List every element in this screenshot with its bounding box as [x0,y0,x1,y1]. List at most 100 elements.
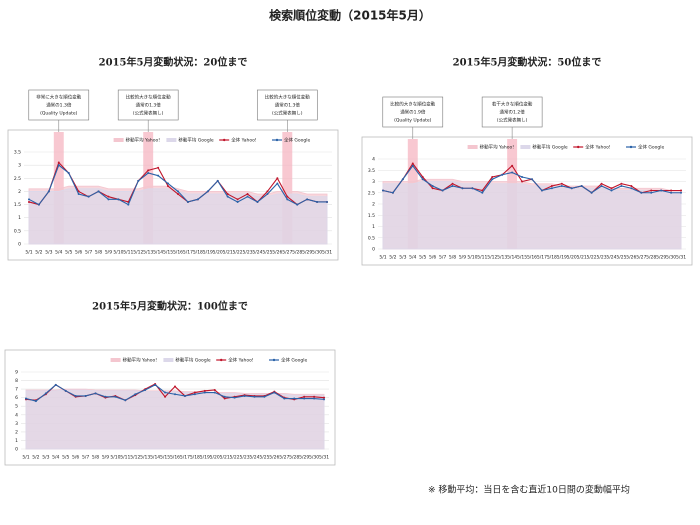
series-point [391,191,394,194]
x-tick-label: 5/2 [35,250,42,256]
series-point [223,395,226,398]
x-tick-label: 5/20 [210,455,220,461]
series-point [164,391,167,394]
series-point [94,392,97,395]
x-tick-label: 5/28 [289,455,299,461]
moving-average-area [382,181,682,250]
series-point [313,395,316,398]
x-tick-label: 5/23 [239,455,249,461]
legend-swatch [275,138,279,142]
legend-label: 全体 Google [284,137,311,144]
series-point [174,385,176,388]
series-point [107,195,110,198]
series-point [236,200,239,203]
x-tick-label: 5/5 [65,250,72,256]
x-tick-label: 5/25 [259,455,269,461]
legend-swatch [520,145,531,149]
series-point [157,166,160,169]
x-tick-label: 5/19 [557,255,567,261]
series-point [177,193,179,196]
series-point [226,193,229,196]
series-point [203,391,206,394]
series-point [610,189,613,192]
series-point [303,397,306,400]
series-point [511,171,514,174]
x-tick-label: 5/13 [140,455,150,461]
x-tick-label: 5/13 [497,255,507,261]
series-point [213,391,216,394]
series-point [233,396,236,399]
series-point [164,395,167,398]
x-tick-label: 5/1 [379,255,386,261]
legend-label: 移動平均 Google [175,357,211,364]
y-tick-label: 4 [15,412,18,418]
legend-label: 全体 Google [638,144,665,151]
y-tick-label: 2 [372,202,375,208]
x-tick-label: 5/9 [102,455,109,461]
x-tick-label: 5/22 [230,455,240,461]
x-tick-label: 5/12 [133,250,143,256]
series-point [570,187,573,190]
series-point [531,178,533,181]
series-point [223,397,226,400]
series-point [600,182,603,185]
series-point [226,195,229,198]
series-point [203,389,206,392]
series-point [670,189,673,192]
y-tick-label: 1.5 [368,213,375,219]
series-point [491,176,494,178]
legend-swatch [220,358,223,362]
y-tick-label: 0 [18,242,21,248]
series-point [680,189,683,192]
series-point [147,172,150,175]
series-point [216,179,219,182]
series-point [144,388,147,391]
x-tick-label: 5/26 [272,250,282,256]
series-point [266,193,269,196]
legend-swatch [166,138,177,142]
callout-text: 若干大きな順位変動 [492,101,533,108]
series-point [421,178,424,181]
y-tick-label: 0.5 [14,228,21,234]
x-tick-label: 5/11 [123,250,133,256]
x-tick-label: 5/9 [105,250,112,256]
legend-label: 移動平均 Yahoo! [123,357,158,364]
highlight-band [282,132,293,244]
x-tick-label: 5/30 [309,455,319,461]
footnote: ※ 移動平均：当日を含む直近10日間の変動幅平均 [428,484,630,496]
x-tick-label: 5/19 [200,455,210,461]
series-point [660,189,663,192]
series-point [650,191,653,194]
callout-text: 比較的大きな順位変動 [265,94,310,101]
series-point [193,393,196,396]
series-point [253,395,256,398]
legend-label: 全体 Yahoo! [585,144,611,151]
series-point [296,203,299,206]
y-tick-label: 3.5 [14,150,21,156]
x-tick-label: 5/6 [75,250,82,256]
x-tick-label: 5/29 [656,255,666,261]
series-point [37,203,40,206]
highlight-band [53,132,64,244]
x-tick-label: 5/9 [459,255,466,261]
series-point [431,187,434,190]
legend-swatch [629,145,633,149]
y-tick-label: 3 [372,179,375,185]
x-tick-label: 5/31 [319,455,329,461]
series-point [521,180,524,183]
series-point [124,399,127,402]
x-tick-label: 5/30 [666,255,676,261]
x-tick-label: 5/8 [92,455,99,461]
x-tick-label: 5/3 [42,455,49,461]
callout-box [382,96,444,128]
x-tick-label: 5/4 [55,250,62,256]
x-tick-label: 5/29 [302,250,312,256]
x-tick-label: 5/25 [616,255,626,261]
x-tick-label: 5/15 [160,455,170,461]
series-point [246,195,249,198]
series-point [491,178,494,181]
series-point [431,185,434,187]
legend-label: 移動平均 Google [178,137,214,144]
series-point [97,190,100,193]
